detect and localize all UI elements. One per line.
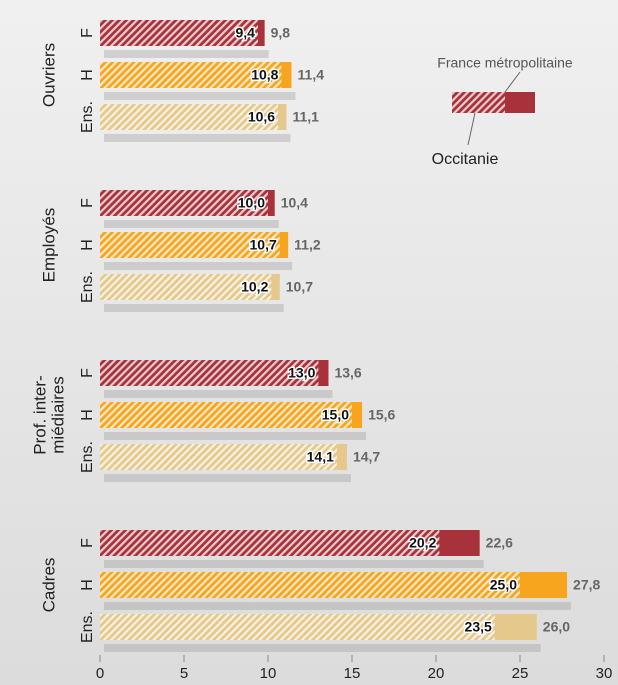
x-tick-label: 15 [344, 665, 361, 682]
legend-leader [467, 112, 476, 146]
bar [100, 402, 352, 428]
category-label: H [79, 579, 96, 591]
bar-shadow [104, 602, 572, 610]
group-label: Cadres [39, 558, 58, 613]
value-label: 11,4 [298, 67, 325, 83]
legend-swatch [452, 92, 505, 113]
bar-shadow [104, 474, 351, 482]
value-label: 10,6 [248, 109, 275, 125]
bar [100, 274, 272, 300]
bar-shadow [104, 50, 269, 58]
bar-shadow [104, 262, 293, 270]
value-label: 9,4 [235, 25, 255, 41]
category-label: Ens. [79, 101, 96, 133]
value-label: 10,2 [241, 279, 268, 295]
bar [100, 104, 279, 130]
value-label: 15,0 [322, 407, 349, 423]
value-label: 20,2 [409, 535, 436, 551]
bar [100, 190, 268, 216]
bar-shadow [104, 644, 541, 652]
value-label: 11,2 [294, 237, 321, 253]
legend-label: Occitanie [432, 151, 499, 168]
bar [100, 20, 258, 46]
category-label: Ens. [79, 611, 96, 643]
value-label: 25,0 [490, 577, 517, 593]
value-label: 23,5 [465, 619, 492, 635]
bar-shadow [104, 92, 296, 100]
bar [100, 360, 319, 386]
x-tick-label: 25 [512, 665, 529, 682]
category-label: F [79, 28, 96, 38]
bar-shadow [104, 432, 367, 440]
bar [100, 614, 495, 640]
legend-leader [504, 71, 521, 93]
value-label: 22,6 [486, 535, 513, 551]
value-label: 14,7 [353, 449, 380, 465]
value-label: 14,1 [307, 449, 334, 465]
value-label: 27,8 [573, 577, 600, 593]
bar [100, 572, 520, 598]
value-label: 10,0 [238, 195, 265, 211]
category-label: Ens. [79, 271, 96, 303]
category-label: F [79, 368, 96, 378]
category-label: Ens. [79, 441, 96, 473]
group-label: Prof. inter- [30, 375, 49, 454]
value-label: 13,6 [334, 365, 361, 381]
category-label: H [79, 409, 96, 421]
value-label: 10,4 [281, 195, 308, 211]
category-label: F [79, 538, 96, 548]
bar-shadow [104, 304, 284, 312]
bar [100, 62, 282, 88]
category-label: H [79, 239, 96, 251]
bar [100, 232, 280, 258]
bar [100, 444, 337, 470]
group-label: Ouvriers [39, 43, 58, 107]
bar [100, 530, 440, 556]
group-label: miédiaires [48, 376, 67, 453]
x-tick-label: 30 [596, 665, 613, 682]
group-label: Employés [39, 208, 58, 283]
category-label: H [79, 69, 96, 81]
value-label: 11,1 [292, 109, 319, 125]
bar-shadow [104, 220, 279, 228]
value-label: 13,0 [288, 365, 315, 381]
bar-shadow [104, 134, 291, 142]
value-label: 10,7 [250, 237, 277, 253]
value-label: 10,7 [286, 279, 313, 295]
value-label: 9,8 [271, 25, 291, 41]
x-tick-label: 5 [180, 665, 188, 682]
x-tick-label: 20 [428, 665, 445, 682]
x-tick-label: 0 [96, 665, 104, 682]
value-label: 10,8 [251, 67, 278, 83]
category-label: F [79, 198, 96, 208]
bar-shadow [104, 560, 484, 568]
x-tick-label: 10 [260, 665, 277, 682]
value-label: 15,6 [368, 407, 395, 423]
value-label: 26,0 [543, 619, 570, 635]
legend-label: France métropolitaine [437, 55, 573, 71]
bar-shadow [104, 390, 333, 398]
